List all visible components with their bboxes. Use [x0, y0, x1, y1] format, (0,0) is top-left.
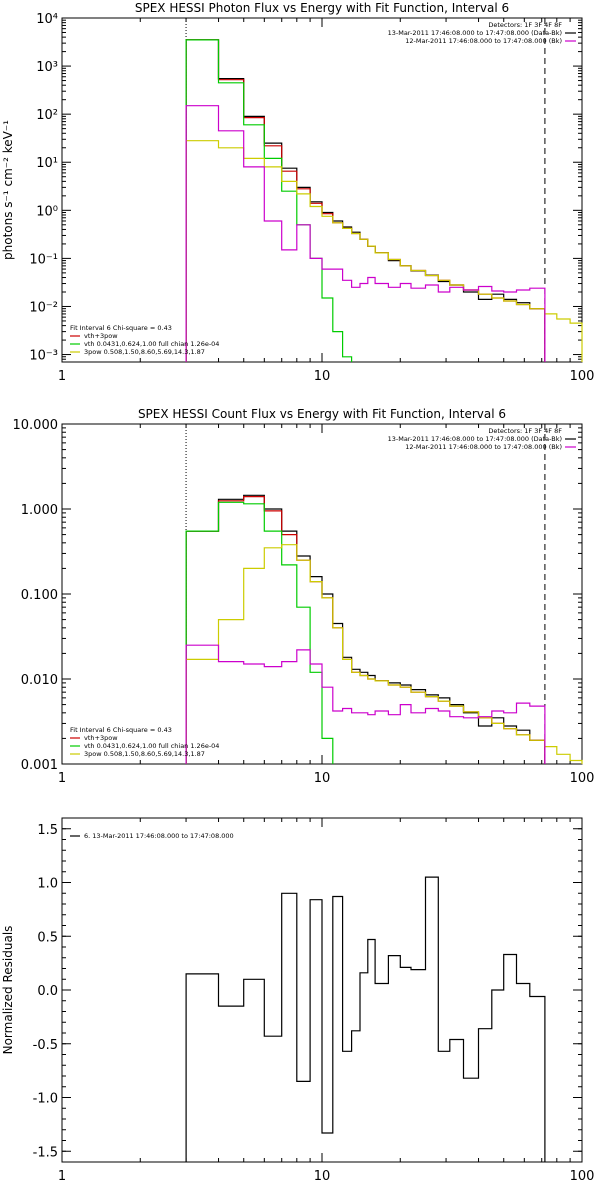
- series-line-4: [185, 140, 583, 362]
- series-line-3: [185, 501, 334, 764]
- y-tick-label: 10⁻¹: [29, 252, 58, 267]
- header-text: 13-Mar-2011 17:46:08.000 to 17:47:08.000…: [388, 29, 562, 37]
- y-tick-label: 10⁻³: [29, 349, 58, 364]
- x-tick-label: 100: [570, 1169, 595, 1184]
- header-text: Detectors: 1F 3F 4F 8F: [488, 21, 562, 29]
- legend-entry: 3pow 0.508,1.50,8.60,5.69,14.3,1.87: [84, 750, 205, 758]
- y-tick-label: 10⁴: [36, 12, 58, 27]
- y-tick-label: 10.000: [13, 418, 59, 433]
- y-tick-label: 1.5: [37, 823, 58, 838]
- y-tick-label: 0.5: [37, 930, 58, 945]
- x-tick-label: 1: [58, 1169, 66, 1184]
- y-tick-label: 10³: [36, 60, 58, 75]
- chart-title: SPEX HESSI Count Flux vs Energy with Fit…: [138, 407, 506, 421]
- y-tick-label: -0.5: [33, 1038, 58, 1053]
- series-line-1: [185, 39, 546, 362]
- plot-frame: [61, 17, 583, 363]
- y-tick-label: -1.0: [33, 1092, 58, 1107]
- y-tick-label: 0.010: [21, 673, 58, 688]
- series-line-2: [185, 496, 546, 764]
- legend-entry: vth+3pow: [84, 332, 118, 340]
- y-axis-label: Normalized Residuals: [1, 926, 15, 1055]
- y-tick-label: 0.100: [21, 588, 58, 603]
- legend-entry: vth 0.0431,0.624,1.00 full chian 1.26e-0…: [84, 340, 219, 348]
- y-axis-label: photons s⁻¹ cm⁻² keV⁻¹: [1, 120, 15, 260]
- series-line-3: [185, 39, 353, 362]
- x-tick-label: 100: [570, 771, 595, 786]
- chart-1: SPEX HESSI Photon Flux vs Energy with Fi…: [1, 1, 594, 384]
- x-tick-label: 10: [314, 771, 331, 786]
- y-tick-label: 10²: [36, 108, 58, 123]
- legend-header: Fit Interval 6 Chi-square = 0.43: [70, 324, 172, 332]
- chart-title: SPEX HESSI Photon Flux vs Energy with Fi…: [135, 1, 509, 15]
- header-text: Detectors: 1F 3F 4F 8F: [488, 427, 562, 435]
- header-text: 13-Mar-2011 17:46:08.000 to 17:47:08.000…: [388, 435, 562, 443]
- chart-2: SPEX HESSI Count Flux vs Energy with Fit…: [13, 407, 595, 786]
- y-tick-label: 0.0: [37, 984, 58, 999]
- x-tick-label: 10: [314, 1169, 331, 1184]
- x-tick-label: 10: [314, 369, 331, 384]
- chart-3: Normalized Residuals 1 10 100 -1.5 -1.0 -0.5 0.…: [1, 817, 595, 1184]
- series-line-2: [185, 39, 546, 362]
- y-tick-label: 10⁻²: [29, 300, 58, 315]
- y-tick-label: 0.001: [21, 758, 58, 773]
- legend-entry: vth 0.0431,0.624,1.00 full chian 1.26e-0…: [84, 742, 219, 750]
- y-tick-label: -1.5: [33, 1145, 58, 1160]
- x-tick-label: 1: [58, 369, 66, 384]
- series-line-4: [185, 544, 583, 764]
- y-tick-label: 10⁰: [36, 204, 58, 219]
- x-tick-label: 1: [58, 771, 66, 786]
- y-tick-label: 10¹: [36, 156, 58, 171]
- header-text: 12-Mar-2011 17:46:08.000 to 17:47:08.000…: [405, 443, 562, 451]
- y-tick-label: 1.000: [21, 503, 58, 518]
- legend-entry: 6. 13-Mar-2011 17:46:08.000 to 17:47:08.…: [84, 832, 234, 840]
- header-text: 12-Mar-2011 17:46:08.000 to 17:47:08.000…: [405, 37, 562, 45]
- legend-header: Fit Interval 6 Chi-square = 0.43: [70, 726, 172, 734]
- legend-entry: vth+3pow: [84, 734, 118, 742]
- series-line-1: [185, 876, 546, 1162]
- series-line-1: [185, 494, 546, 764]
- series-line-5: [185, 105, 546, 362]
- x-tick-label: 100: [570, 369, 595, 384]
- legend-entry: 3pow 0.508,1.50,8.60,5.69,14.3,1.87: [84, 348, 205, 356]
- y-tick-label: 1.0: [37, 877, 58, 892]
- series-line-5: [185, 644, 546, 764]
